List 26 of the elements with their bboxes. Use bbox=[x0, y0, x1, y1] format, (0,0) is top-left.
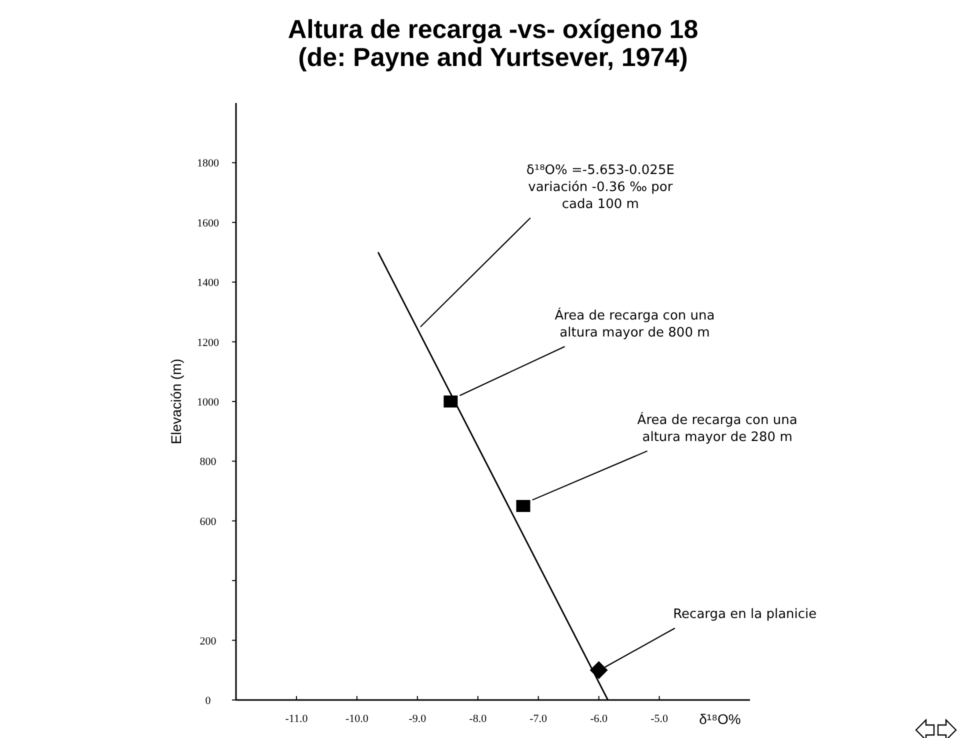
x-tick-label: -8.0 bbox=[469, 713, 488, 725]
y-tick-label: 0 bbox=[205, 695, 212, 707]
point bbox=[444, 396, 458, 408]
x-tick-label: -6.0 bbox=[590, 713, 608, 725]
point bbox=[516, 500, 530, 512]
x-tick-label: -11.0 bbox=[285, 713, 308, 725]
x-tick-label: -9.0 bbox=[408, 713, 427, 725]
x-axis-title: δ¹⁸O% bbox=[699, 711, 741, 727]
y-tick-label: 1200 bbox=[197, 336, 220, 349]
y-tick-label: 800 bbox=[200, 456, 217, 468]
y-axis-title: Elevación (m) bbox=[168, 358, 184, 444]
point bbox=[590, 661, 608, 680]
annotation: δ¹⁸O% =-5.653-0.025E variación -0.36 ‰ por cada 100 m bbox=[526, 162, 674, 212]
x-tick-label: -10.0 bbox=[345, 713, 369, 725]
x-tick-label: -7.0 bbox=[530, 713, 548, 725]
annotation: Área de recarga con una altura mayor de 800 m bbox=[554, 306, 715, 341]
chart-title: Altura de recarga -vs- oxígeno 18 (de: Payne and Yurtsever, 1974) bbox=[288, 14, 698, 72]
annotation: Área de recarga con una altura mayor de 280 m bbox=[637, 411, 798, 446]
x-tick-label: -5.0 bbox=[650, 713, 668, 725]
y-tick-label: 1800 bbox=[197, 158, 220, 170]
y-tick-label: 1600 bbox=[197, 217, 220, 230]
y-tick-label: 600 bbox=[200, 516, 217, 528]
y-tick-label: 1000 bbox=[197, 396, 220, 408]
annotation: Recarga en la planicie bbox=[673, 607, 817, 622]
y-tick-label: 200 bbox=[200, 635, 217, 648]
y-tick-label: 1400 bbox=[197, 277, 220, 290]
